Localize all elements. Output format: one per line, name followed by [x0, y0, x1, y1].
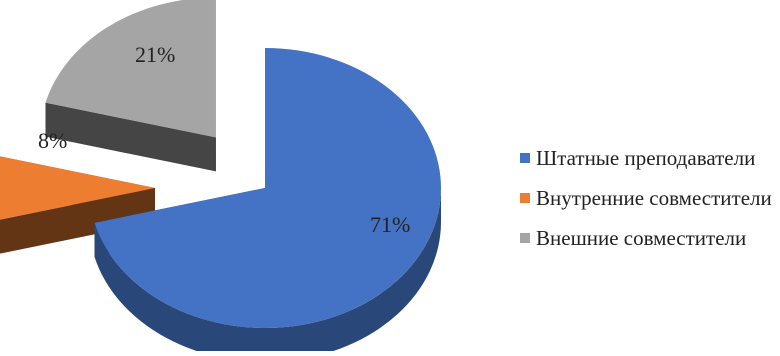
legend: Штатные преподаватели Внутренние совмест…: [520, 138, 772, 258]
legend-swatch-staff: [520, 153, 530, 163]
pie-slice-staff: [94, 48, 442, 328]
legend-label-external: Внешние совместители: [536, 225, 747, 250]
pie-slice-external: [45, 0, 216, 138]
legend-swatch-external: [520, 233, 530, 243]
legend-label-staff: Штатные преподаватели: [536, 145, 756, 170]
pie-slice-rim-staff-0: [94, 188, 441, 356]
legend-item-staff: Штатные преподаватели: [520, 138, 772, 178]
legend-swatch-internal: [520, 193, 530, 203]
pie-slice-internal: [0, 156, 155, 220]
legend-label-internal: Внутренние совместители: [536, 185, 772, 210]
legend-item-external: Внешние совместители: [520, 218, 772, 258]
pie-slice-wall-external-0: [45, 102, 216, 172]
legend-item-internal: Внутренние совместители: [520, 178, 772, 218]
data-label-staff: 71%: [370, 212, 410, 237]
data-label-internal: 8%: [38, 128, 67, 153]
data-label-external: 21%: [135, 42, 175, 67]
